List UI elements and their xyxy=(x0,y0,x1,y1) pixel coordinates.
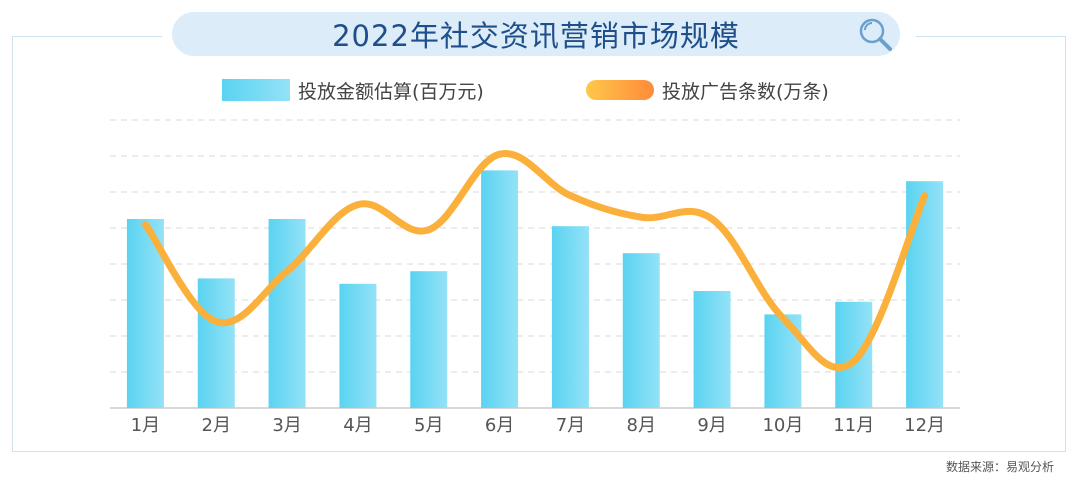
x-tick-label: 11月 xyxy=(833,415,874,436)
title-banner: 2022年社交资讯营销市场规模 xyxy=(172,12,900,56)
x-tick-label: 3月 xyxy=(272,415,301,436)
frame-top-right-line xyxy=(916,36,1066,37)
legend-line-label: 投放广告条数(万条) xyxy=(662,80,829,103)
bar-4 xyxy=(339,283,377,408)
x-tick-label: 4月 xyxy=(343,415,372,436)
x-tick-label: 7月 xyxy=(556,415,585,436)
bar-8 xyxy=(622,253,660,408)
bar-2 xyxy=(197,278,235,408)
x-tick-label: 5月 xyxy=(414,415,443,436)
data-source-note: 数据来源：易观分析 xyxy=(945,460,1054,474)
bar-7 xyxy=(551,226,589,408)
chart-title: 2022年社交资讯营销市场规模 xyxy=(332,19,740,53)
x-tick-label: 2月 xyxy=(202,415,231,436)
x-tick-label: 8月 xyxy=(627,415,656,436)
x-tick-label: 1月 xyxy=(131,415,160,436)
bar-9 xyxy=(693,291,731,408)
bar-5 xyxy=(410,271,448,408)
legend-line-swatch xyxy=(586,80,654,100)
bar-11 xyxy=(835,301,873,408)
legend-item-line: 投放广告条数(万条) xyxy=(586,76,829,104)
bar-3 xyxy=(268,219,306,408)
line-series-ad-count xyxy=(141,150,929,372)
legend-bar-swatch xyxy=(222,79,290,101)
search-icon xyxy=(859,18,892,51)
x-tick-label: 6月 xyxy=(485,415,514,436)
legend-item-bar: 投放金额估算(百万元) xyxy=(222,76,484,104)
bar-6 xyxy=(481,170,519,408)
chart-frame xyxy=(12,36,1066,452)
legend: 投放金额估算(百万元) 投放广告条数(万条) xyxy=(0,76,1080,104)
x-tick-label: 10月 xyxy=(762,415,803,436)
bar-12 xyxy=(906,181,944,408)
frame-top-left-line xyxy=(12,36,162,37)
x-tick-label: 12月 xyxy=(904,415,945,436)
x-tick-label: 9月 xyxy=(697,415,726,436)
legend-bar-label: 投放金额估算(百万元) xyxy=(298,80,484,103)
